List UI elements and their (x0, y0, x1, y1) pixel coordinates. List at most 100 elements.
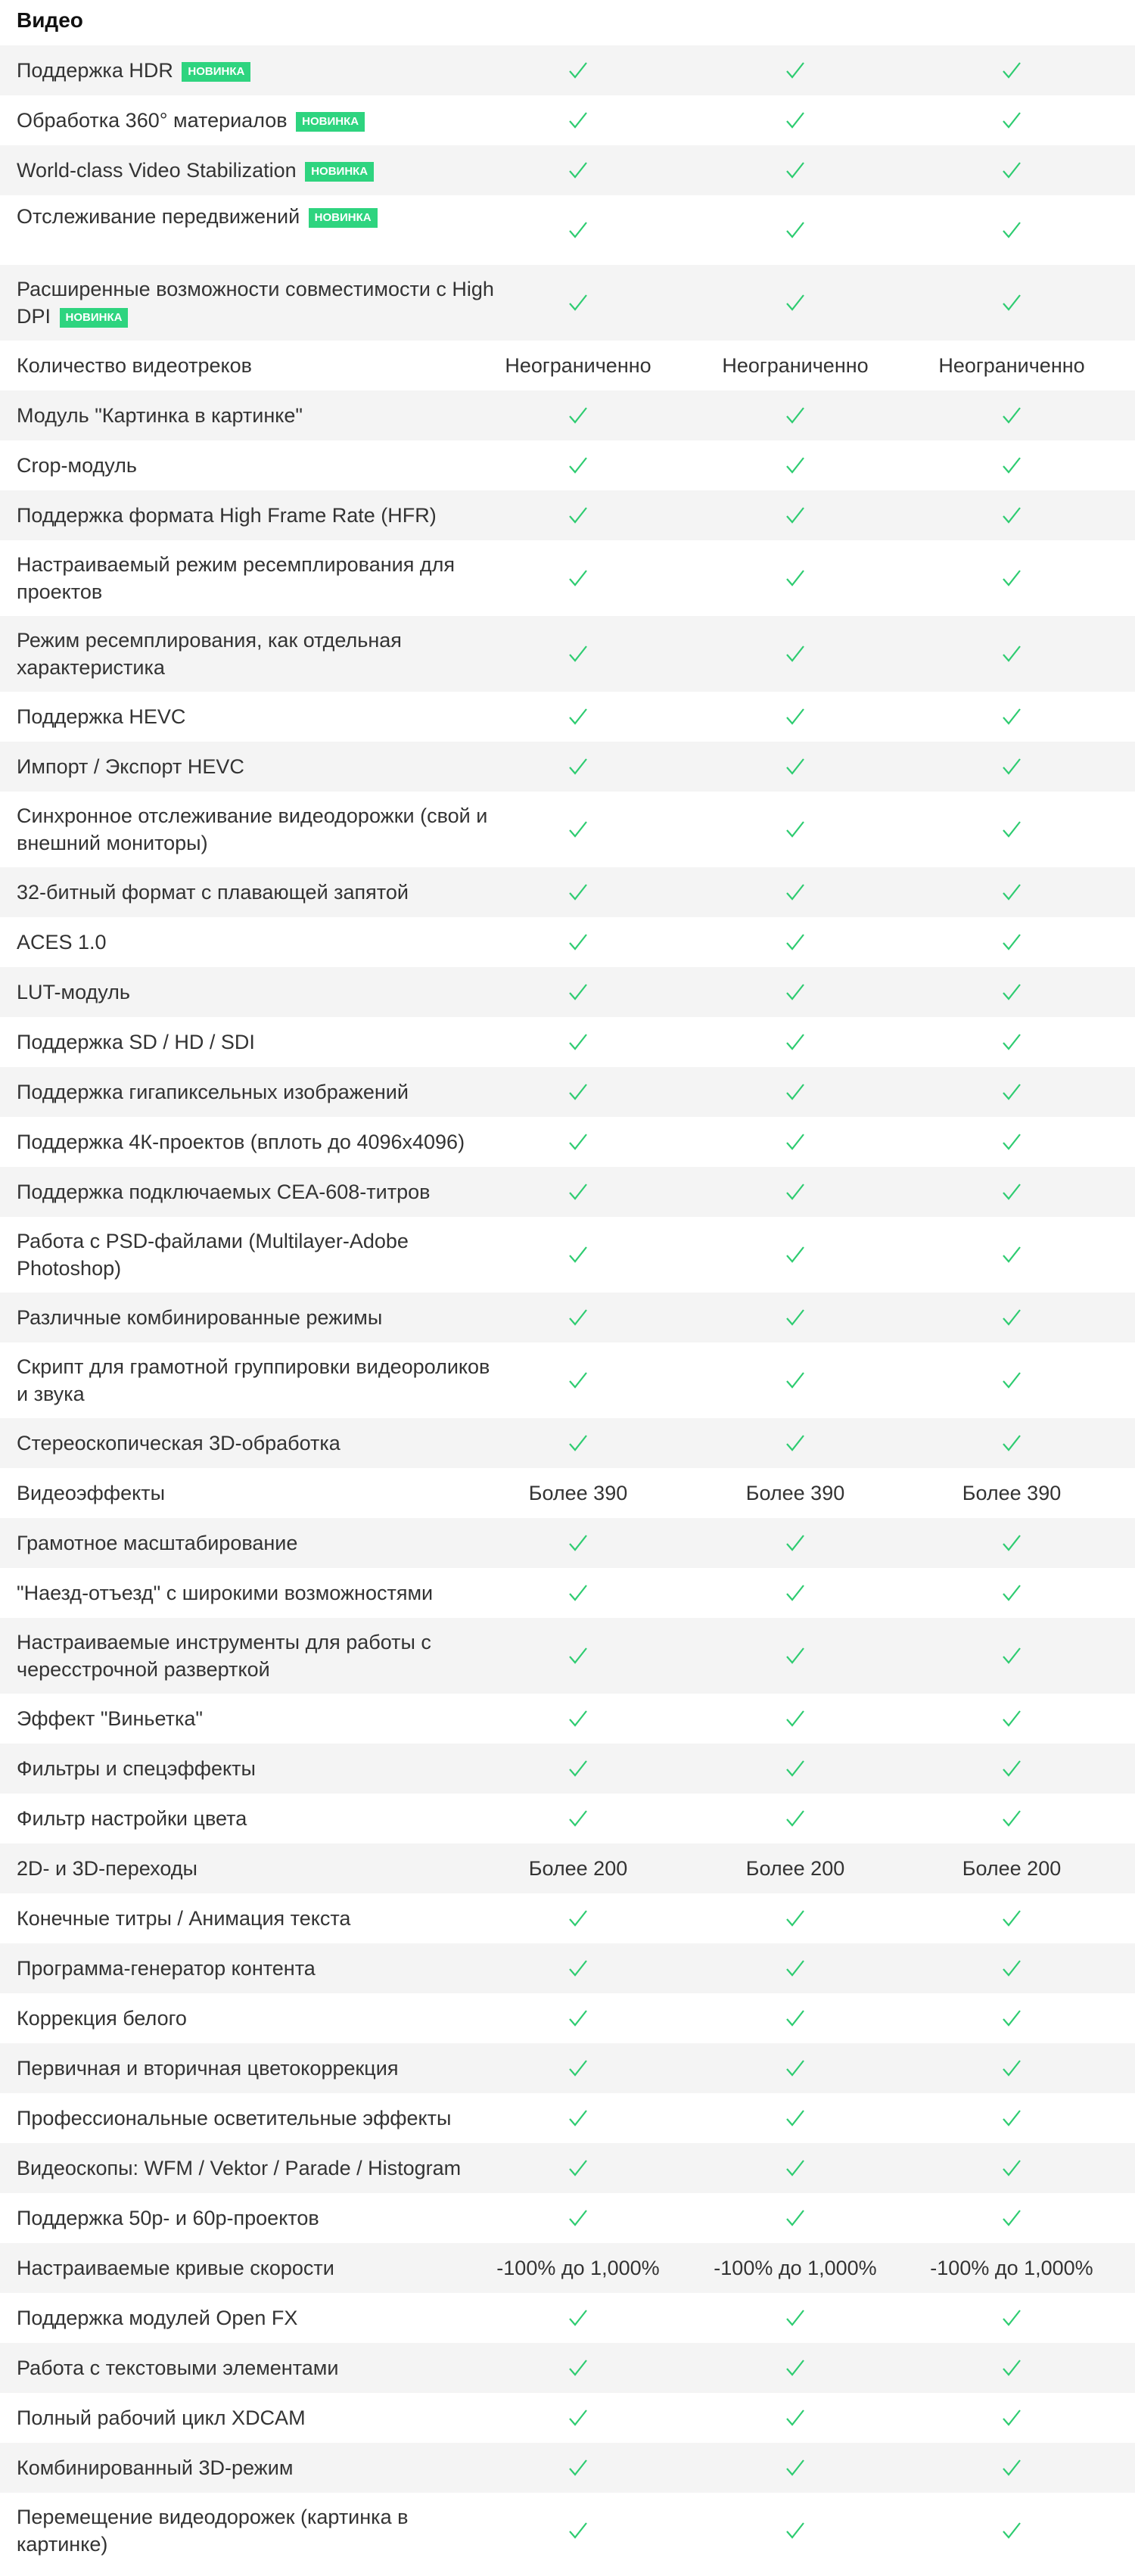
feature-label: Фильтры и спецэффекты (0, 1755, 501, 1782)
table-row: Фильтры и спецэффекты (0, 1744, 1135, 1794)
value-text: -100% до 1,000% (930, 2256, 1093, 2279)
feature-label: Поддержка 4К-проектов (вплоть до 4096x40… (0, 1128, 501, 1156)
feature-label: Грамотное масштабирование (0, 1529, 501, 1557)
feature-label-text: Первичная и вторичная цветокоррекция (17, 2057, 399, 2080)
check-icon (687, 1794, 903, 1843)
check-icon (687, 1067, 903, 1117)
check-icon (687, 1518, 903, 1568)
check-icon (903, 2293, 1120, 2343)
feature-label: Видеоскопы: WFM / Vektor / Parade / Hist… (0, 2154, 501, 2182)
check-icon (470, 145, 686, 195)
feature-label-text: Crop-модуль (17, 454, 137, 477)
check-icon (687, 45, 903, 95)
feature-label-text: Эффект "Виньетка" (17, 1707, 203, 1730)
check-icon (903, 95, 1120, 145)
check-icon (687, 195, 903, 265)
feature-label: Работа с PSD-файлами (Multilayer-Adobe P… (0, 1227, 501, 1282)
check-icon (903, 490, 1120, 540)
feature-label-text: Расширенные возможности совместимости с … (17, 278, 494, 328)
table-row: Crop-модуль (0, 440, 1135, 490)
feature-label-text: Стереоскопическая 3D-обработка (17, 1432, 340, 1454)
new-badge: НОВИНКА (305, 162, 375, 182)
check-icon (687, 1418, 903, 1468)
feature-label-text: Скрипт для грамотной группировки видеоро… (17, 1355, 490, 1405)
value-text: -100% до 1,000% (714, 2256, 877, 2279)
feature-label-text: Фильтр настройки цвета (17, 1807, 247, 1830)
table-row: Поддержка 4К-проектов (вплоть до 4096x40… (0, 1117, 1135, 1167)
check-icon (903, 1993, 1120, 2043)
check-icon (903, 195, 1120, 265)
feature-label: Импорт / Экспорт HEVC (0, 753, 501, 780)
check-icon (470, 692, 686, 742)
check-icon (687, 2293, 903, 2343)
feature-label: Профессиональные осветительные эффекты (0, 2105, 501, 2132)
check-icon (470, 1993, 686, 2043)
feature-label-text: Настраиваемые кривые скорости (17, 2257, 334, 2279)
table-row: "Наезд-отъезд" с широкими возможностями (0, 1568, 1135, 1618)
feature-label: Настраиваемые инструменты для работы с ч… (0, 1629, 501, 1683)
feature-label-text: Работа с PSD-файлами (Multilayer-Adobe P… (17, 1230, 409, 1280)
check-icon (687, 2343, 903, 2393)
feature-label: Поддержка гигапиксельных изображений (0, 1078, 501, 1106)
table-row: Синхронное отслеживание видеодорожки (св… (0, 792, 1135, 867)
check-icon (470, 1418, 686, 1468)
feature-label: LUT-модуль (0, 978, 501, 1006)
check-icon (470, 45, 686, 95)
check-icon (687, 1217, 903, 1293)
feature-label-text: LUT-модуль (17, 981, 130, 1003)
check-icon (687, 2193, 903, 2243)
feature-label: Полный рабочий цикл XDCAM (0, 2404, 501, 2431)
feature-label-text: Видеоскопы: WFM / Vektor / Parade / Hist… (17, 2157, 462, 2179)
check-icon (687, 1167, 903, 1217)
table-row: Обработка 360° материалов НОВИНКА (0, 95, 1135, 145)
check-icon (687, 145, 903, 195)
check-icon (903, 2093, 1120, 2143)
feature-label: Эффект "Виньетка" (0, 1705, 501, 1732)
check-icon (687, 616, 903, 692)
check-icon (903, 2443, 1120, 2493)
feature-label: Конечные титры / Анимация текста (0, 1905, 501, 1932)
check-icon (687, 2043, 903, 2093)
new-badge: НОВИНКА (308, 208, 378, 228)
feature-label: Поддержка HEVC (0, 703, 501, 730)
check-icon (470, 1342, 686, 1418)
check-icon (470, 390, 686, 440)
check-icon (687, 1893, 903, 1943)
check-icon (903, 1117, 1120, 1167)
table-row: Программа-генератор контента (0, 1943, 1135, 1993)
check-icon (470, 2093, 686, 2143)
check-icon (687, 540, 903, 616)
check-icon (687, 95, 903, 145)
check-icon (903, 1568, 1120, 1618)
feature-label-text: Импорт / Экспорт HEVC (17, 755, 244, 778)
check-icon (470, 490, 686, 540)
feature-label-text: Перемещение видеодорожек (картинка в кар… (17, 2506, 409, 2556)
feature-label-text: Работа с текстовыми элементами (17, 2357, 339, 2379)
check-icon (470, 1893, 686, 1943)
feature-label-text: "Наезд-отъезд" с широкими возможностями (17, 1582, 434, 1604)
feature-label: Синхронное отслеживание видеодорожки (св… (0, 802, 501, 857)
check-icon (470, 2443, 686, 2493)
check-icon (470, 440, 686, 490)
check-icon (903, 1694, 1120, 1744)
check-icon (470, 1293, 686, 1342)
feature-label: Различные комбинированные режимы (0, 1304, 501, 1331)
check-icon (687, 390, 903, 440)
feature-label: Модуль "Картинка в картинке" (0, 402, 501, 429)
table-row: Перемещение видеодорожек (картинка в кар… (0, 2493, 1135, 2568)
check-icon (903, 967, 1120, 1017)
feature-label: Стереоскопическая 3D-обработка (0, 1430, 501, 1457)
table-row: Отслеживание передвижений НОВИНКА (0, 195, 1135, 265)
table-row: Видеоскопы: WFM / Vektor / Parade / Hist… (0, 2143, 1135, 2193)
check-icon (687, 1293, 903, 1342)
value-text: Более 200 (528, 1856, 628, 1880)
check-icon (903, 742, 1120, 792)
check-icon (470, 2043, 686, 2093)
feature-label-text: Программа-генератор контента (17, 1957, 316, 1980)
feature-label-text: Конечные титры / Анимация текста (17, 1907, 351, 1930)
table-row: Поддержка 50p- и 60p-проектов (0, 2193, 1135, 2243)
check-icon (687, 265, 903, 341)
check-icon (687, 917, 903, 967)
check-icon (470, 2493, 686, 2568)
check-icon (470, 2143, 686, 2193)
